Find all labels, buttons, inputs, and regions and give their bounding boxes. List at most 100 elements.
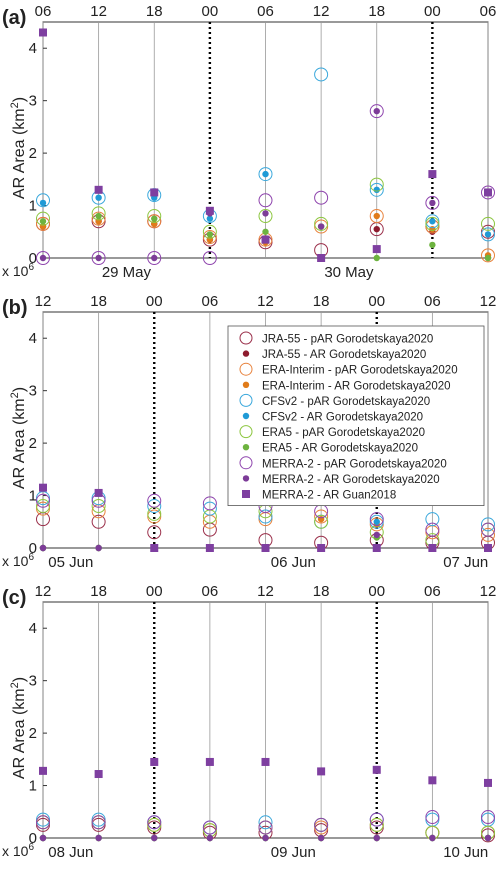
- data-point: [317, 834, 325, 842]
- data-point: [373, 531, 380, 539]
- data-point: [314, 509, 329, 524]
- data-point: [150, 757, 159, 766]
- hour-tick-label: 18: [90, 583, 107, 600]
- data-point: [91, 211, 106, 226]
- y-tick-label: 0: [29, 830, 37, 847]
- data-point: [95, 194, 102, 201]
- data-point: [202, 820, 217, 835]
- data-point: [314, 820, 329, 835]
- data-point: [425, 195, 440, 210]
- hour-tick-label: 00: [146, 293, 163, 310]
- data-point: [314, 216, 329, 231]
- date-label: 08 Jun: [48, 844, 93, 861]
- data-point: [369, 517, 384, 532]
- data-point: [202, 230, 217, 245]
- data-point: [262, 170, 269, 178]
- legend-entry: ERA5 - pAR Gorodetskaya2020: [262, 427, 425, 439]
- series: [36, 493, 495, 537]
- data-point: [205, 206, 214, 215]
- data-point: [484, 254, 492, 262]
- data-point: [481, 517, 495, 532]
- data-point: [202, 496, 217, 511]
- data-point: [36, 499, 50, 514]
- legend-entry: MERRA-2 - AR Guan2018: [262, 490, 396, 502]
- hour-tick-label: 06: [35, 3, 52, 20]
- data-point: [481, 248, 495, 263]
- date-label: 30 May: [324, 264, 374, 281]
- hour-tick-label: 06: [202, 293, 219, 310]
- data-point: [369, 209, 384, 224]
- data-point: [317, 544, 326, 552]
- legend-entry: ERA-Interim - pAR Gorodetskaya2020: [262, 365, 458, 377]
- y-tick-label: 3: [29, 673, 37, 690]
- data-point: [369, 104, 384, 119]
- hour-tick-label: 06: [202, 583, 219, 600]
- data-point: [481, 810, 495, 825]
- data-point: [481, 224, 495, 239]
- legend-entry: ERA-Interim - AR Gorodetskaya2020: [262, 380, 451, 392]
- legend-entry: JRA-55 - pAR Gorodetskaya2020: [262, 334, 433, 346]
- data-point: [484, 231, 492, 238]
- data-point: [147, 499, 162, 514]
- legend-entry: ERA5 - AR Gorodetskaya2020: [262, 443, 418, 455]
- series: [36, 104, 495, 265]
- data-point: [429, 199, 436, 207]
- data-point: [151, 215, 158, 222]
- data-point: [258, 193, 273, 208]
- panel-label: (c): [2, 587, 26, 609]
- legend-marker: [242, 475, 250, 482]
- data-point: [151, 834, 158, 842]
- data-point: [481, 828, 495, 843]
- data-point: [36, 812, 50, 827]
- y-axis-label: AR Area (km2): [9, 387, 28, 489]
- y-axis-label: AR Area (km2): [9, 97, 28, 199]
- data-point: [206, 834, 214, 842]
- hour-tick-label: 12: [480, 583, 497, 600]
- data-point: [206, 231, 214, 238]
- data-point: [481, 522, 495, 537]
- data-point: [373, 186, 380, 194]
- y-tick-label: 1: [29, 198, 37, 215]
- data-point: [369, 820, 384, 835]
- data-point: [373, 834, 380, 842]
- date-label: 29 May: [102, 264, 152, 281]
- hour-tick-label: 06: [257, 3, 274, 20]
- data-point: [39, 199, 47, 207]
- legend-marker: [239, 425, 253, 439]
- data-point: [429, 241, 436, 249]
- y-axis-label: AR Area (km2): [9, 677, 28, 779]
- data-point: [206, 215, 214, 222]
- data-point: [94, 185, 103, 194]
- series: [39, 483, 492, 552]
- data-point: [91, 815, 106, 830]
- data-point: [429, 218, 436, 225]
- data-point: [202, 251, 217, 265]
- legend-marker: [242, 350, 250, 357]
- legend-marker: [239, 393, 253, 407]
- data-point: [314, 67, 329, 82]
- data-point: [205, 544, 214, 552]
- series: [36, 501, 495, 542]
- data-point: [36, 193, 50, 208]
- panel-label: (a): [2, 7, 26, 29]
- data-point: [481, 527, 495, 542]
- legend-marker: [242, 490, 250, 498]
- data-point: [147, 820, 162, 835]
- data-point: [258, 815, 273, 830]
- data-point: [484, 544, 492, 552]
- hour-tick-label: 18: [313, 583, 330, 600]
- data-point: [369, 812, 384, 827]
- data-point: [91, 514, 106, 529]
- hour-tick-label: 00: [424, 3, 441, 20]
- data-point: [95, 212, 102, 220]
- data-point: [147, 251, 162, 265]
- series: [36, 810, 495, 835]
- hour-tick-label: 18: [146, 3, 163, 20]
- data-point: [39, 766, 47, 775]
- data-point: [39, 218, 47, 225]
- data-point: [258, 167, 273, 182]
- data-point: [202, 224, 217, 239]
- data-point: [39, 544, 47, 552]
- data-point: [314, 190, 329, 205]
